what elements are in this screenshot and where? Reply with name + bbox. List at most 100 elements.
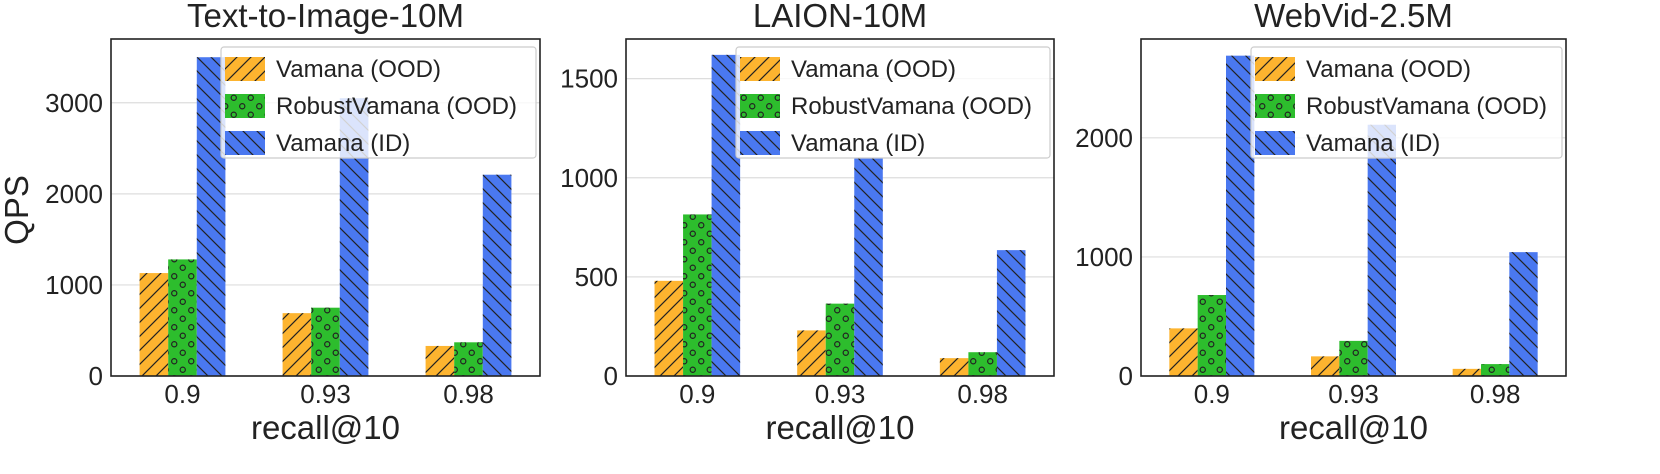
legend-label: Vamana (ID) — [276, 130, 410, 157]
x-tick-label: 0.98 — [443, 379, 494, 409]
y-tick-label: 1000 — [45, 270, 103, 300]
bar — [482, 174, 512, 376]
y-tick-label: 1500 — [560, 64, 618, 94]
bar-hatch — [968, 352, 997, 376]
bar-hatch — [482, 174, 512, 376]
chart-title: WebVid-2.5M — [1254, 0, 1453, 34]
bar — [425, 345, 455, 376]
legend-label: Vamana (OOD) — [791, 56, 956, 83]
legend-box — [735, 46, 1051, 159]
bar — [1197, 295, 1226, 376]
bar — [825, 303, 855, 376]
x-tick-label: 0.9 — [679, 379, 715, 409]
bar — [939, 358, 969, 376]
x-tick-label: 0.9 — [164, 379, 200, 409]
chart-title: LAION-10M — [753, 0, 927, 34]
bar — [1452, 368, 1481, 376]
bar-hatch — [654, 280, 684, 376]
legend-label: RobustVamana (OOD) — [791, 93, 1032, 120]
legend-label: Vamana (OOD) — [1306, 56, 1471, 83]
legend-swatch-hatch — [740, 131, 780, 155]
bar-hatch — [711, 54, 741, 376]
x-axis-label: recall@10 — [251, 409, 400, 446]
legend-label: RobustVamana (OOD) — [1306, 93, 1547, 120]
legend-label: Vamana (ID) — [1306, 130, 1440, 157]
bar-hatch — [1169, 328, 1198, 376]
bar-hatch — [425, 345, 455, 376]
bar-hatch — [683, 214, 712, 376]
y-tick-label: 3000 — [45, 88, 103, 118]
bar — [683, 214, 712, 376]
bar — [996, 250, 1026, 376]
plot-frame — [625, 38, 1055, 377]
y-tick-label: 0 — [604, 361, 618, 391]
chart-panel: 0 500 1000 1500 0.9 0.93 0.98 LAION-10M recall@1… — [560, 0, 1055, 446]
y-tick-label: 1000 — [560, 163, 618, 193]
plot-frame — [110, 38, 541, 377]
bar — [854, 157, 883, 376]
bar — [454, 342, 483, 376]
legend-label: Vamana (ID) — [791, 130, 925, 157]
legend: Vamana (OOD) RobustVamana (OOD) Vamana (ID… — [1250, 46, 1563, 159]
y-tick-label: 0 — [1119, 361, 1133, 391]
x-tick-label: 0.93 — [300, 379, 351, 409]
legend-swatch-hatch — [225, 57, 265, 81]
bar — [282, 313, 312, 376]
x-tick-label: 0.98 — [1470, 379, 1521, 409]
plot-frame — [1140, 38, 1567, 377]
bar-hatch — [454, 342, 483, 376]
legend-swatch-hatch — [1255, 131, 1295, 155]
x-tick-label: 0.9 — [1194, 379, 1230, 409]
bar-hatch — [854, 157, 883, 376]
bar-hatch — [1311, 356, 1340, 376]
bar-hatch — [996, 250, 1026, 376]
legend-swatch-hatch — [1255, 57, 1295, 81]
bar — [1367, 124, 1396, 376]
chart-panel: 0 1000 2000 3000 0.9 0.93 0.98 Text-to-Image-10… — [45, 0, 541, 446]
legend-swatch-hatch — [225, 94, 265, 118]
legend-box — [220, 46, 537, 159]
bar-hatch — [1509, 252, 1538, 376]
bar-hatch — [311, 307, 340, 376]
bar-hatch — [1197, 295, 1226, 376]
bar-hatch — [282, 313, 312, 376]
bar — [654, 280, 684, 376]
y-tick-label: 500 — [575, 262, 618, 292]
bar-hatch — [1481, 364, 1510, 376]
y-tick-label: 0 — [89, 361, 103, 391]
legend-swatch-hatch — [225, 131, 265, 155]
legend: Vamana (OOD) RobustVamana (OOD) Vamana (ID… — [220, 46, 537, 159]
legend-box — [1250, 46, 1563, 159]
bar-hatch — [797, 330, 826, 376]
charts: 0 1000 2000 3000 0.9 0.93 0.98 Text-to-Image-10… — [45, 0, 1567, 446]
bar — [311, 307, 340, 376]
bar-hatch — [1339, 340, 1368, 376]
y-tick-label: 1000 — [1075, 242, 1133, 272]
bar — [1226, 55, 1255, 376]
bar-hatch — [1226, 55, 1255, 376]
chart-title: Text-to-Image-10M — [187, 0, 464, 34]
x-axis-label: recall@10 — [765, 409, 914, 446]
x-tick-label: 0.98 — [957, 379, 1008, 409]
bar-hatch — [168, 259, 197, 376]
bar-hatch — [139, 273, 169, 376]
legend-swatch-hatch — [740, 94, 780, 118]
legend-label: Vamana (OOD) — [276, 56, 441, 83]
legend: Vamana (OOD) RobustVamana (OOD) Vamana (ID… — [735, 46, 1051, 159]
bar-hatch — [1452, 368, 1481, 376]
chart-panel: 0 1000 2000 0.9 0.93 0.98 WebVid-2.5M recall@10… — [1075, 0, 1567, 446]
legend-swatch-hatch — [1255, 94, 1295, 118]
bar — [711, 54, 741, 376]
x-axis-label: recall@10 — [1279, 409, 1428, 446]
bar — [968, 352, 997, 376]
bar-hatch — [1367, 124, 1396, 376]
x-tick-label: 0.93 — [1328, 379, 1379, 409]
y-tick-label: 2000 — [45, 179, 103, 209]
legend-label: RobustVamana (OOD) — [276, 93, 517, 120]
legend-swatch-hatch — [740, 57, 780, 81]
bar — [1481, 364, 1510, 376]
bar — [139, 273, 169, 376]
y-tick-label: 2000 — [1075, 123, 1133, 153]
bar — [797, 330, 826, 376]
